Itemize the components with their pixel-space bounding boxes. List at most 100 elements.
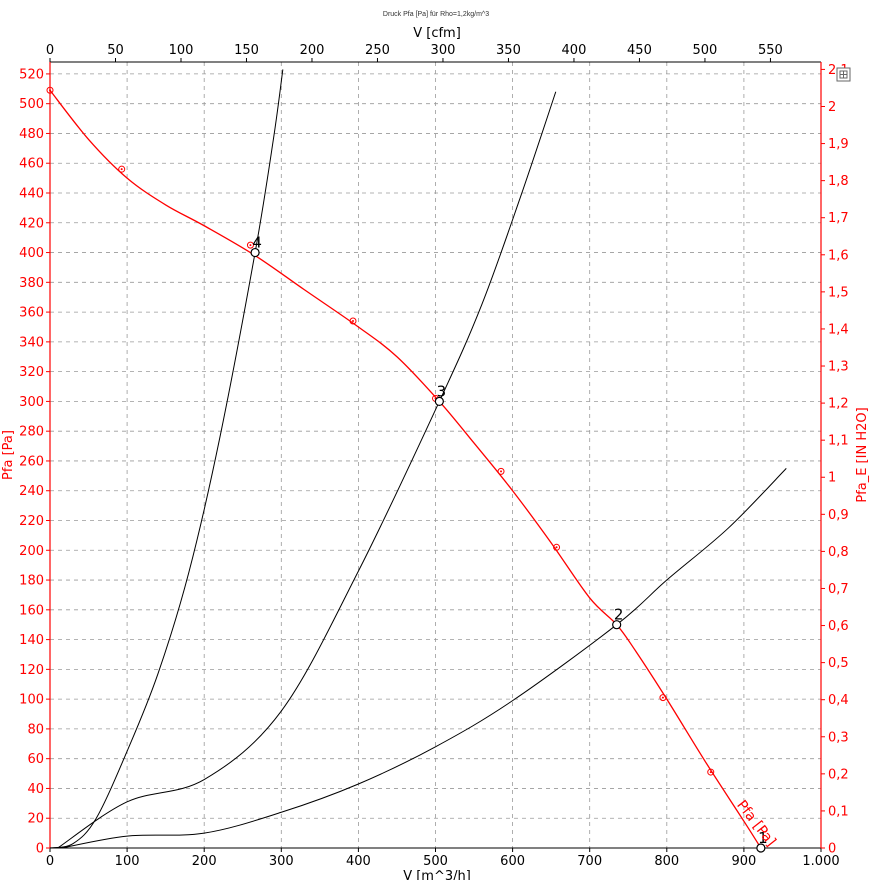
x-top-tick-label: 550 <box>758 43 783 58</box>
y-left-tick-label: 340 <box>19 335 44 350</box>
y-left-tick-label: 60 <box>27 752 44 767</box>
y-left-tick-label: 500 <box>19 97 44 112</box>
y-left-tick-label: 180 <box>19 574 44 589</box>
fan-curve-marker-dot <box>249 244 252 247</box>
fan-curve-marker <box>118 165 126 173</box>
y-right-tick-label: 1,5 <box>828 285 849 300</box>
x-top-tick-label: 0 <box>46 43 54 58</box>
fan-curve-marker <box>349 317 357 325</box>
y-right-tick-label: 0,1 <box>828 804 849 819</box>
y-left-tick-label: 220 <box>19 514 44 529</box>
y-left-axis-label: Pfa [Pa] <box>1 430 16 480</box>
x-top-tick-label: 450 <box>627 43 652 58</box>
y-left-tick-label: 300 <box>19 395 44 410</box>
fan-curve-marker <box>497 467 505 475</box>
x-top-tick-label: 100 <box>169 43 194 58</box>
x-bottom-tick-label: 200 <box>192 854 217 869</box>
x-bottom-tick-label: 600 <box>500 854 525 869</box>
system-curve-2 <box>57 91 557 849</box>
y-right-tick-label: 1,2 <box>828 397 849 412</box>
fan-curve-marker <box>46 86 54 94</box>
y-right-tick-label: 0,6 <box>828 619 849 634</box>
x-top-tick-label: 350 <box>496 43 521 58</box>
chart-menu-icon[interactable] <box>836 67 851 82</box>
x-top-tick-label: 200 <box>300 43 325 58</box>
x-bottom-tick-label: 400 <box>346 854 371 869</box>
x-bottom-tick-label: 700 <box>577 854 602 869</box>
system-curve-1 <box>49 69 284 849</box>
y-right-tick-label: 1,1 <box>828 434 849 449</box>
y-right-tick-label: 1,6 <box>828 248 849 263</box>
x-bottom-tick-label: 100 <box>115 854 140 869</box>
y-left-tick-label: 20 <box>27 812 44 827</box>
x-bottom-tick-label: 1.000 <box>802 854 839 869</box>
y-right-tick-label: 0,9 <box>828 508 849 523</box>
x-bottom-tick-label: 300 <box>269 854 294 869</box>
x-top-tick-label: 250 <box>365 43 390 58</box>
y-left-tick-label: 240 <box>19 484 44 499</box>
fan-curve-marker-dot <box>709 771 712 774</box>
fan-curve-label: Pfa [Pa] <box>733 797 779 849</box>
operating-points-layer: 1 2 3 4 Pfa [Pa] <box>250 234 779 853</box>
fan-curve-marker-dot <box>352 320 355 323</box>
y-left-tick-label: 40 <box>27 782 44 797</box>
y-right-tick-label: 1,4 <box>828 322 849 337</box>
x-top-tick-label: 50 <box>107 43 124 58</box>
operating-point-1 <box>756 843 766 853</box>
y-left-tick-label: 440 <box>19 187 44 202</box>
y-right-tick-label: 1,9 <box>828 137 849 152</box>
x-top-tick-label: 150 <box>234 43 259 58</box>
y-left-tick-label: 140 <box>19 633 44 648</box>
fan-curve-marker-dot <box>555 546 558 549</box>
y-right-tick-label: 0,8 <box>828 545 849 560</box>
y-right-tick-label: 1,7 <box>828 211 849 226</box>
operating-point-label: 1 <box>758 829 768 847</box>
y-left-tick-label: 100 <box>19 693 44 708</box>
y-left-tick-label: 280 <box>19 425 44 440</box>
operating-point-3 <box>434 396 444 407</box>
fan-curve-marker <box>707 768 715 776</box>
x-top-axis-label: V [cfm] <box>413 26 461 41</box>
x-bottom-tick-label: 500 <box>423 854 448 869</box>
fan-curve-marker-dot <box>49 89 51 92</box>
y-left-tick-label: 80 <box>27 722 44 737</box>
y-right-tick-label: 0 <box>828 842 836 857</box>
fan-curve-marker <box>246 241 254 249</box>
x-bottom-tick-label: 900 <box>731 854 756 869</box>
y-left-tick-label: 0 <box>36 842 44 857</box>
y-left-tick-label: 460 <box>19 157 44 172</box>
y-left-tick-label: 200 <box>19 544 44 559</box>
y-left-tick-label: 260 <box>19 454 44 469</box>
y-right-axis-label: Pfa_E [IN H2O] <box>855 407 870 502</box>
series-layer <box>46 69 787 849</box>
fan-curve-marker-dot <box>661 696 664 699</box>
y-left-tick-label: 520 <box>19 67 44 82</box>
y-right-tick-label: 1,3 <box>828 360 849 375</box>
chart-title: Druck Pfa [Pa] für Rho=1,2kg/m^3 <box>383 11 489 18</box>
fan-curve-marker <box>659 694 667 702</box>
y-right-tick-label: 0,5 <box>828 656 849 671</box>
fan-curve-marker-dot <box>500 470 503 473</box>
y-right-tick-label: 0,2 <box>828 767 849 782</box>
operating-point-2 <box>612 620 622 630</box>
x-top-tick-label: 300 <box>431 43 456 58</box>
fan-curve-marker <box>553 543 561 551</box>
operating-point-label: 4 <box>252 234 262 252</box>
y-right-tick-label: 0,3 <box>828 730 849 745</box>
y-right-tick-label: 0,4 <box>828 693 849 708</box>
y-left-tick-label: 320 <box>19 365 44 380</box>
operating-point-4 <box>250 247 260 258</box>
y-left-tick-label: 120 <box>19 663 44 678</box>
y-left-tick-label: 480 <box>19 127 44 142</box>
operating-point-label: 2 <box>614 606 624 624</box>
x-top-tick-label: 400 <box>562 43 587 58</box>
y-left-tick-label: 380 <box>19 276 44 291</box>
y-right-tick-label: 1 <box>828 471 836 486</box>
y-left-tick-label: 160 <box>19 603 44 618</box>
x-bottom-axis-label: V [m^3/h] <box>403 869 471 880</box>
y-left-tick-label: 400 <box>19 246 44 261</box>
fan-curve-line <box>49 89 762 849</box>
x-bottom-tick-label: 800 <box>654 854 679 869</box>
